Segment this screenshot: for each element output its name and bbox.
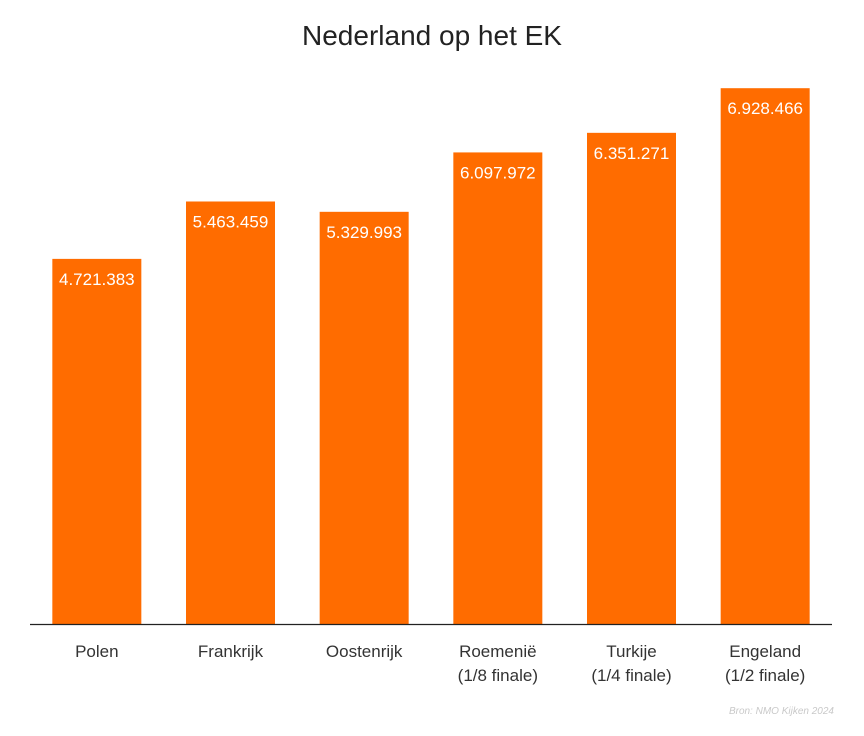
bar xyxy=(587,132,676,625)
chart-title: Nederland op het EK xyxy=(302,20,562,51)
value-label: 4.721.383 xyxy=(59,270,135,289)
value-label: 6.351.271 xyxy=(594,144,670,163)
source-note: Bron: NMO Kijken 2024 xyxy=(728,706,834,717)
value-label: 6.097.972 xyxy=(460,163,536,182)
category-label: Oostenrijk xyxy=(326,642,403,661)
bar xyxy=(453,152,543,624)
category-label: Engeland xyxy=(729,642,801,661)
category-label: Turkije xyxy=(606,642,656,661)
value-label: 5.329.993 xyxy=(326,223,402,242)
bar xyxy=(720,88,810,625)
category-label: Roemenië xyxy=(459,642,537,661)
bar xyxy=(319,211,409,624)
category-label: (1/8 finale) xyxy=(458,666,538,685)
bar xyxy=(186,201,275,625)
category-label: (1/4 finale) xyxy=(591,666,671,685)
bar xyxy=(52,258,142,624)
value-label: 5.463.459 xyxy=(193,212,269,231)
category-label: Polen xyxy=(75,642,118,661)
category-label: Frankrijk xyxy=(198,642,264,661)
value-label: 6.928.466 xyxy=(727,99,803,118)
category-label: (1/2 finale) xyxy=(725,666,805,685)
